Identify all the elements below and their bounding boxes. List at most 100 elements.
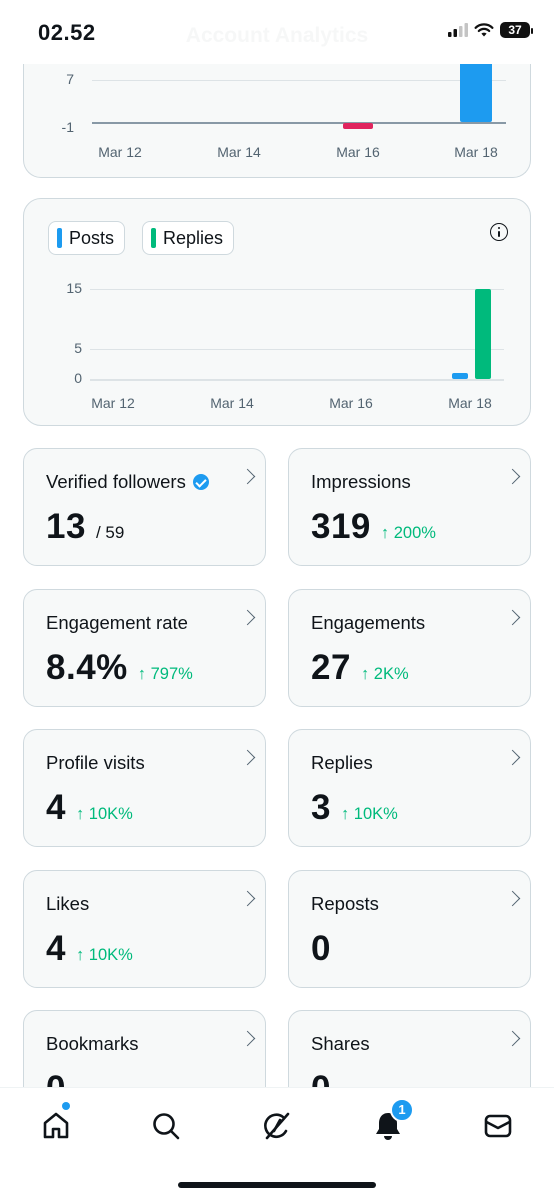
metric-value-row: 13 / 59 [46,507,124,547]
x-tick-label: Mar 18 [454,144,498,160]
y-tick-label: 7 [66,71,74,87]
metric-value: 4 [46,929,66,968]
metric-label: Shares [311,1033,370,1055]
y-tick-label: -1 [61,119,74,135]
metric-card-engagement-rate[interactable]: Engagement rate 8.4% ↑ 797% [23,589,266,707]
metric-value-row: 4 ↑ 10K% [46,929,133,969]
metric-value-row: 8.4% ↑ 797% [46,648,193,688]
nav-grok[interactable] [257,1106,297,1146]
home-indicator [178,1182,376,1188]
legend-replies[interactable]: Replies [142,221,235,255]
page-title: Account Analytics [185,24,369,47]
metric-value: 319 [311,507,371,546]
metric-label-text: Verified followers [46,471,186,492]
chart-card-posts-replies: Posts Replies 15 5 0 Mar 12 Mar 14 Mar 16 Mar … [23,198,531,426]
metric-label: Likes [46,893,89,915]
chevron-right-icon[interactable] [239,1030,256,1047]
y-tick-label: 0 [74,370,82,386]
verified-badge-icon [192,474,209,490]
info-icon[interactable] [490,223,508,241]
metric-label-text: Shares [311,1033,370,1054]
metric-card-impressions[interactable]: Impressions 319 ↑ 200% [288,448,531,566]
metric-label-text: Engagements [311,612,426,633]
x-tick-label: Mar 12 [91,395,135,411]
chevron-right-icon[interactable] [504,749,521,766]
metric-label: Engagements [311,612,425,634]
chart-bar [343,123,373,129]
metric-value: 0 [311,929,331,968]
chevron-right-icon[interactable] [504,890,521,907]
metric-value-row: 0 [311,929,331,969]
y-tick-label: 15 [66,280,82,296]
nav-search[interactable] [146,1106,186,1146]
metric-value: 27 [311,648,351,687]
metric-value-row: 27 ↑ 2K% [311,648,409,688]
chevron-right-icon[interactable] [239,749,256,766]
nav-messages[interactable] [478,1106,518,1146]
metric-label-text: Replies [311,752,373,773]
x-tick-label: Mar 14 [210,395,254,411]
replies-swatch [151,228,156,248]
notification-badge: 1 [390,1098,414,1122]
wifi-icon [474,22,494,36]
metric-card-engagements[interactable]: Engagements 27 ↑ 2K% [288,589,531,707]
home-unread-dot [62,1102,70,1110]
metric-card-replies[interactable]: Replies 3 ↑ 10K% [288,729,531,847]
grok-icon [264,1112,290,1140]
metric-change: ↑ 10K% [75,946,133,964]
metric-value-row: 319 ↑ 200% [311,507,436,547]
x-tick-label: Mar 14 [217,144,261,160]
chevron-right-icon[interactable] [504,468,521,485]
metric-label: Engagement rate [46,612,188,634]
nav-notifications[interactable]: 1 [368,1098,414,1146]
metric-change: ↑ 10K% [75,805,133,823]
metric-value: 13 [46,507,86,546]
metric-card-reposts[interactable]: Reposts 0 [288,870,531,988]
gridline [90,289,504,290]
x-tick-label: Mar 16 [329,395,373,411]
chevron-right-icon[interactable] [504,1030,521,1047]
metric-change: ↑ 10K% [340,805,398,823]
metric-card-verified-followers[interactable]: Verified followers 13 / 59 [23,448,266,566]
chart-bar-posts [452,373,468,379]
metric-value: 8.4% [46,648,128,687]
legend-posts-label: Posts [69,227,115,248]
chevron-right-icon[interactable] [239,609,256,626]
bottom-nav: 1 [0,1087,554,1200]
posts-swatch [57,228,62,248]
metric-label: Bookmarks [46,1033,139,1055]
metric-card-likes[interactable]: Likes 4 ↑ 10K% [23,870,266,988]
metric-label: Replies [311,752,373,774]
signal-icon [448,23,468,37]
metric-change: ↑ 2K% [360,665,409,683]
x-tick-label: Mar 12 [98,144,142,160]
status-bar: 02.52 Account Analytics 37 [0,0,554,64]
metric-label-text: Engagement rate [46,612,188,633]
metric-card-profile-visits[interactable]: Profile visits 4 ↑ 10K% [23,729,266,847]
battery-level: 37 [508,23,522,37]
gridline [90,349,504,350]
chevron-right-icon[interactable] [239,468,256,485]
metric-total: / 59 [95,523,125,542]
metric-value-row: 4 ↑ 10K% [46,788,133,828]
status-icons: 37 [448,22,533,38]
search-icon [153,1113,180,1140]
metric-label-text: Likes [46,893,90,914]
nav-home[interactable] [36,1102,76,1146]
metric-label-text: Profile visits [46,752,145,773]
metric-label-text: Impressions [311,471,411,492]
battery-icon: 37 [500,22,533,38]
chevron-right-icon[interactable] [504,609,521,626]
metric-change: ↑ 200% [380,524,436,542]
legend-posts[interactable]: Posts [48,221,126,255]
home-icon [43,1112,69,1139]
metric-label-text: Bookmarks [46,1033,139,1054]
chevron-right-icon[interactable] [239,890,256,907]
metric-value: 4 [46,788,66,827]
gridline [92,80,506,81]
metric-label-text: Reposts [311,893,379,914]
status-time: 02.52 [38,20,96,45]
chart-bar-replies [475,289,491,379]
y-tick-label: 5 [74,340,82,356]
metric-change: ↑ 797% [137,665,193,683]
